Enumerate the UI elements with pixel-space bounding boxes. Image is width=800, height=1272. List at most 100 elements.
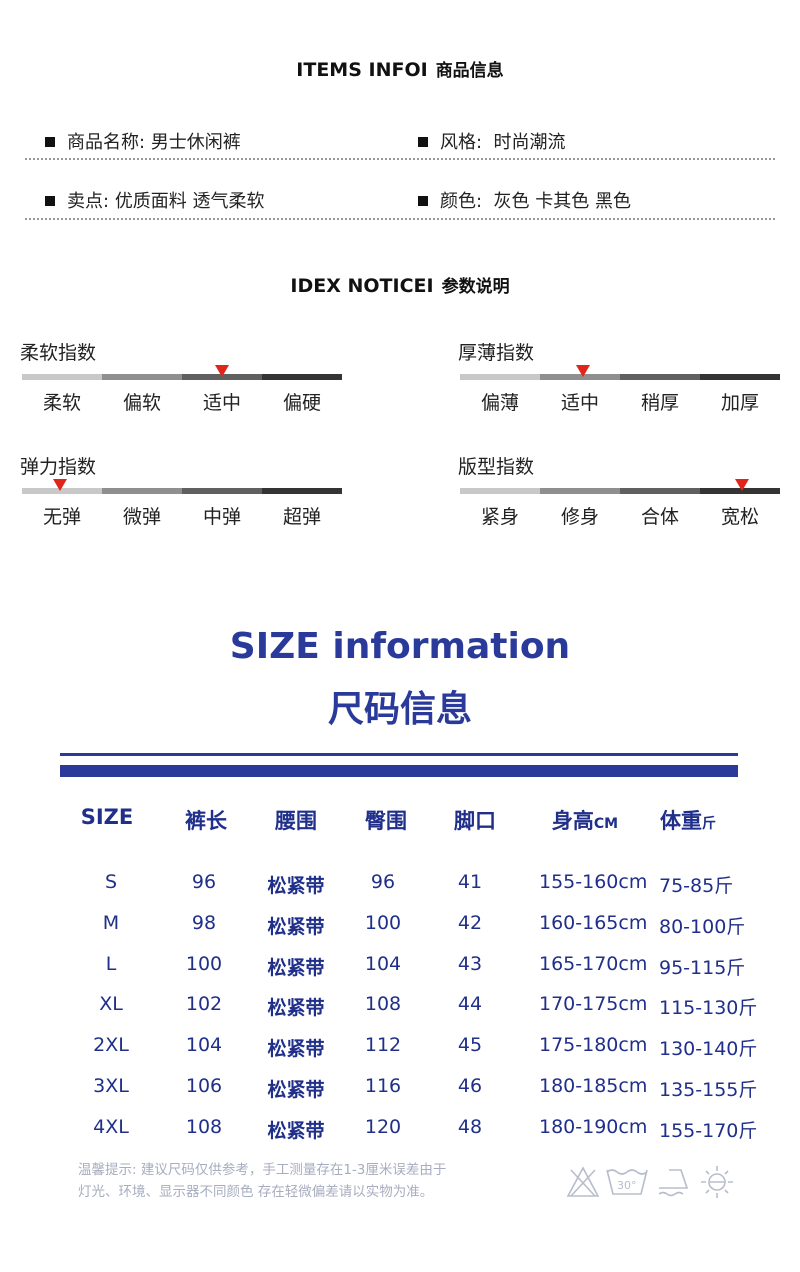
table-cell: 4XL	[93, 1115, 129, 1138]
gauge-segment	[620, 488, 700, 494]
wash-30-icon: 30°	[606, 1169, 648, 1195]
table-cell: 130-140斤	[659, 1038, 758, 1061]
table-cell: 46	[457, 1075, 483, 1097]
table-cell: 松紧带	[267, 915, 325, 938]
no-sun-dry-icon	[701, 1166, 733, 1198]
table-cell: 135-155斤	[659, 1079, 758, 1101]
gauge-segment	[102, 488, 182, 494]
gauge-segment	[460, 374, 540, 380]
gauge-label: 无弹	[42, 506, 81, 528]
gauge-labels: 无弹 微弹 中弹 超弹	[22, 502, 342, 529]
table-cell: 115-130斤	[659, 997, 758, 1020]
svg-text:30°: 30°	[617, 1179, 637, 1192]
table-cell: 100	[185, 952, 223, 975]
info-name: 商品名称: 男士休闲裤	[45, 128, 241, 154]
note-line-1: 温馨提示: 建议尺码仅供参考，手工测量存在1-3厘米误差由于	[78, 1162, 447, 1178]
gauge-label: 加厚	[720, 392, 759, 414]
table-cell: 108	[364, 993, 402, 1016]
table-cell: 75-85斤	[659, 875, 734, 897]
table-cell: 96	[370, 871, 396, 893]
gauge-segment	[102, 374, 182, 380]
table-header: 裤长	[185, 809, 227, 833]
table-cell: 180-190cm	[539, 1115, 648, 1138]
gauge-title: 厚薄指数	[458, 342, 535, 364]
table-cell: S	[104, 871, 118, 893]
size-title-en: SIZE information	[229, 626, 571, 667]
table-cell: 180-185cm	[539, 1075, 648, 1097]
info-selling-point: 卖点: 优质面料 透气柔软	[45, 187, 265, 213]
gauge-segment	[22, 374, 102, 380]
table-header: 身高CM	[551, 809, 619, 833]
divider-thick	[60, 765, 738, 777]
gauge-bar	[22, 374, 342, 380]
table-cell: 116	[364, 1075, 402, 1097]
gauge-label: 适中	[560, 392, 599, 414]
gauge-label: 中弹	[202, 506, 241, 528]
gauge-segment	[262, 374, 342, 380]
gauge-segment	[540, 374, 620, 380]
table-header: 体重斤	[660, 809, 716, 833]
table-cell: XL	[99, 993, 123, 1016]
table-cell: 165-170cm	[539, 952, 648, 975]
gauge-label: 超弹	[282, 506, 321, 528]
size-title-cn: 尺码信息	[327, 689, 472, 730]
care-icons: 30°	[566, 1166, 733, 1198]
gauge-segment	[262, 488, 342, 494]
gauge-marker	[576, 365, 591, 377]
table-cell: 95-115斤	[659, 956, 746, 979]
table-cell: 松紧带	[267, 1038, 325, 1061]
table-cell: 106	[185, 1075, 223, 1097]
note-line-2: 灯光、环境、显示器不同颜色 存在轻微偏差请以实物为准。	[78, 1184, 434, 1200]
gauge-segment	[182, 488, 262, 494]
table-cell: 170-175cm	[539, 993, 648, 1016]
table-cell: 155-160cm	[539, 871, 648, 893]
divider	[25, 218, 775, 220]
gauge-marker	[53, 479, 68, 491]
gauge-marker	[734, 479, 749, 491]
table-cell: 45	[457, 1034, 483, 1057]
table-cell: 2XL	[93, 1034, 129, 1057]
table-cell: 175-180cm	[539, 1034, 648, 1057]
divider	[25, 158, 775, 160]
gauge-bar	[22, 488, 342, 494]
gauge-label: 偏薄	[480, 392, 519, 414]
gauge-labels: 紧身 修身 合体 宽松	[460, 502, 780, 529]
table-cell: 43	[457, 952, 483, 975]
table-cell: L	[105, 952, 117, 975]
gauge-title: 弹力指数	[20, 456, 97, 478]
gauge-label: 适中	[202, 392, 241, 414]
gauge-bar	[460, 374, 780, 380]
gauge-label: 修身	[560, 506, 599, 528]
table-cell: 80-100斤	[659, 915, 746, 938]
gauge-title: 版型指数	[458, 456, 535, 478]
table-cell: 松紧带	[267, 1079, 325, 1101]
gauge-label: 偏软	[122, 392, 161, 414]
gauge-label: 偏硬	[282, 392, 321, 414]
table-cell: 120	[364, 1115, 402, 1138]
iron-icon	[658, 1169, 689, 1197]
table-cell: M	[102, 911, 120, 934]
gauge-label: 柔软	[42, 392, 81, 414]
table-cell: 96	[191, 871, 217, 893]
table-cell: 48	[457, 1115, 483, 1138]
gauge-segment	[700, 374, 780, 380]
gauge-segment	[620, 374, 700, 380]
table-cell: 3XL	[93, 1075, 129, 1097]
table-cell: 104	[185, 1034, 223, 1057]
gauge-segment	[700, 488, 780, 494]
items-info-title: ITEMS INFOI 商品信息	[296, 59, 504, 81]
gauge-marker	[215, 365, 229, 377]
table-cell: 102	[185, 993, 223, 1016]
index-notice-title: IDEX NOTICEI 参数说明	[290, 275, 510, 297]
gauge-bar	[460, 488, 780, 494]
table-cell: 44	[457, 993, 483, 1016]
info-style: 风格: 时尚潮流	[418, 128, 566, 154]
table-cell: 155-170斤	[659, 1119, 758, 1142]
table-header: 臀围	[365, 809, 407, 833]
table-cell: 108	[185, 1115, 223, 1138]
no-bleach-icon	[566, 1166, 600, 1197]
table-header: 脚口	[454, 809, 496, 833]
table-cell: 160-165cm	[539, 911, 648, 934]
gauge-segment	[540, 488, 620, 494]
table-cell: 100	[364, 911, 402, 934]
